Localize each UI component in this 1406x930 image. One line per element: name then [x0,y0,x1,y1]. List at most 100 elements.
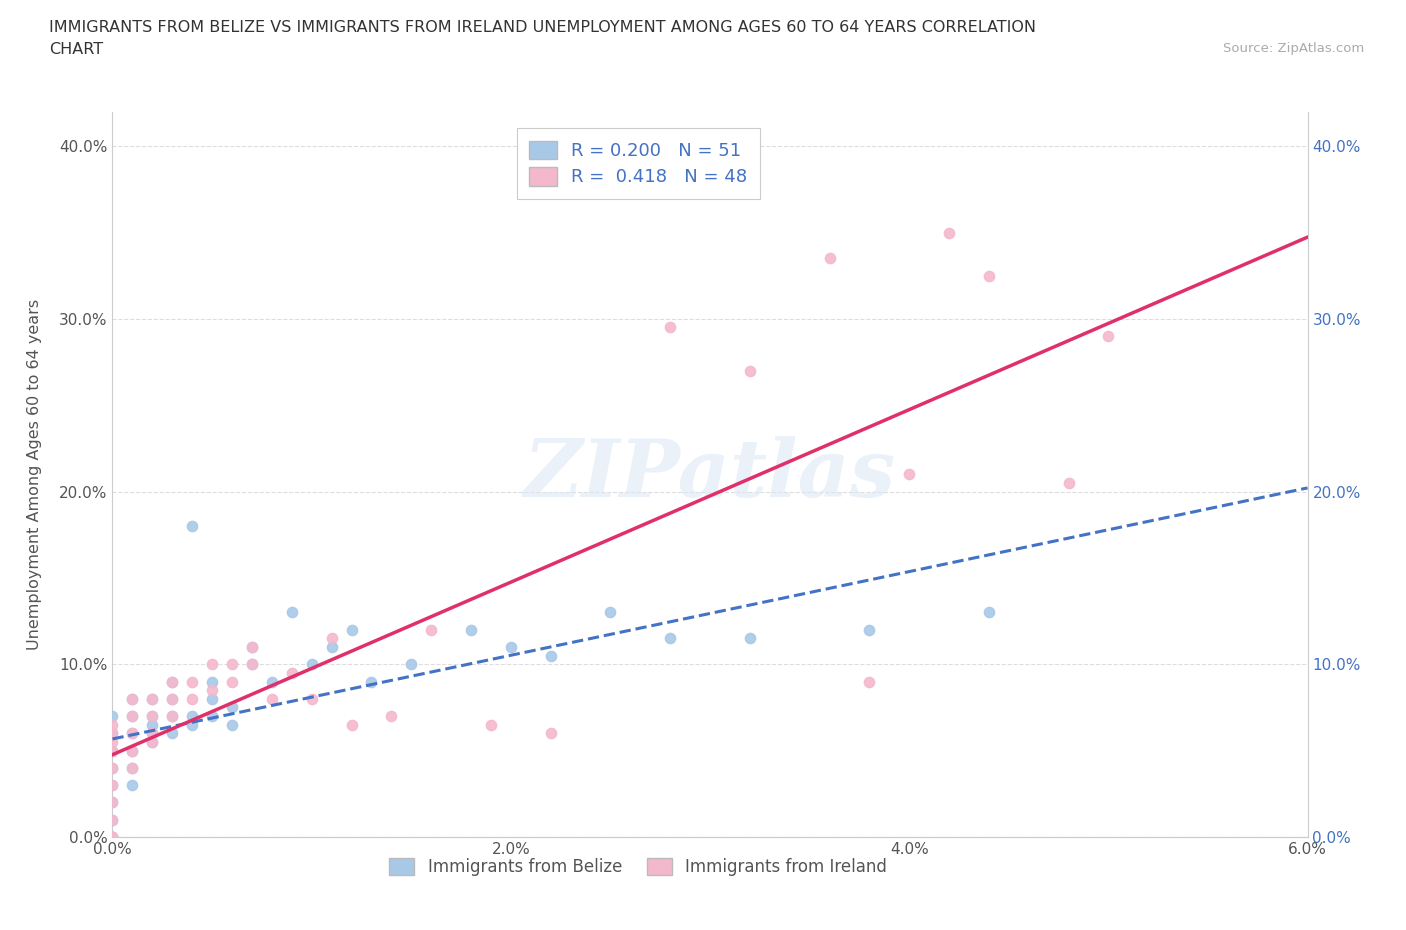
Point [540,726,562,741]
Legend: Immigrants from Belize, Immigrants from Ireland: Immigrants from Belize, Immigrants from … [382,852,894,883]
Point [101,830,124,844]
Point [858,622,880,637]
Point [540,648,562,663]
Point [101,830,124,844]
Point [141,735,163,750]
Point [121,743,143,758]
Point [101,743,124,758]
Text: IMMIGRANTS FROM BELIZE VS IMMIGRANTS FROM IRELAND UNEMPLOYMENT AMONG AGES 60 TO : IMMIGRANTS FROM BELIZE VS IMMIGRANTS FRO… [49,20,1036,35]
Point [260,674,283,689]
Point [1057,475,1080,490]
Point [141,691,163,706]
Point [121,726,143,741]
Point [659,631,682,645]
Point [121,777,143,792]
Text: Source: ZipAtlas.com: Source: ZipAtlas.com [1223,42,1364,55]
Point [101,830,124,844]
Point [240,640,263,655]
Point [101,709,124,724]
Text: CHART: CHART [49,42,103,57]
Point [101,777,124,792]
Point [301,657,323,671]
Point [181,674,204,689]
Point [360,674,382,689]
Point [162,691,183,706]
Point [101,717,124,732]
Point [101,761,124,776]
Point [101,830,124,844]
Point [101,726,124,741]
Point [898,467,921,482]
Point [141,726,163,741]
Point [858,674,880,689]
Point [240,640,263,655]
Point [121,761,143,776]
Point [321,640,343,655]
Point [818,251,841,266]
Point [938,225,960,240]
Point [101,795,124,810]
Point [201,691,224,706]
Point [121,743,143,758]
Point [101,812,124,827]
Point [141,691,163,706]
Point [479,717,502,732]
Point [101,777,124,792]
Point [181,519,204,534]
Point [162,726,183,741]
Point [221,674,243,689]
Point [281,666,304,681]
Point [420,622,443,637]
Text: ZIPatlas: ZIPatlas [524,435,896,513]
Point [162,674,183,689]
Point [101,726,124,741]
Point [162,674,183,689]
Point [141,735,163,750]
Point [162,691,183,706]
Point [101,830,124,844]
Point [201,683,224,698]
Point [401,657,423,671]
Point [977,268,1000,283]
Y-axis label: Unemployment Among Ages 60 to 64 years: Unemployment Among Ages 60 to 64 years [28,299,42,650]
Point [141,717,163,732]
Point [181,691,204,706]
Point [1097,328,1119,343]
Point [101,795,124,810]
Point [181,717,204,732]
Point [301,691,323,706]
Point [201,657,224,671]
Point [460,622,482,637]
Point [738,631,761,645]
Point [240,657,263,671]
Point [141,726,163,741]
Point [141,709,163,724]
Point [141,709,163,724]
Point [121,761,143,776]
Point [121,691,143,706]
Point [321,631,343,645]
Point [340,622,363,637]
Point [260,691,283,706]
Point [977,605,1000,620]
Point [221,700,243,715]
Point [101,761,124,776]
Point [201,674,224,689]
Point [181,709,204,724]
Point [121,709,143,724]
Point [162,709,183,724]
Point [121,691,143,706]
Point [162,709,183,724]
Point [221,657,243,671]
Point [221,717,243,732]
Point [738,364,761,379]
Point [499,640,522,655]
Point [281,605,304,620]
Point [101,812,124,827]
Point [121,709,143,724]
Point [101,830,124,844]
Point [599,605,621,620]
Point [201,709,224,724]
Point [380,709,402,724]
Point [101,743,124,758]
